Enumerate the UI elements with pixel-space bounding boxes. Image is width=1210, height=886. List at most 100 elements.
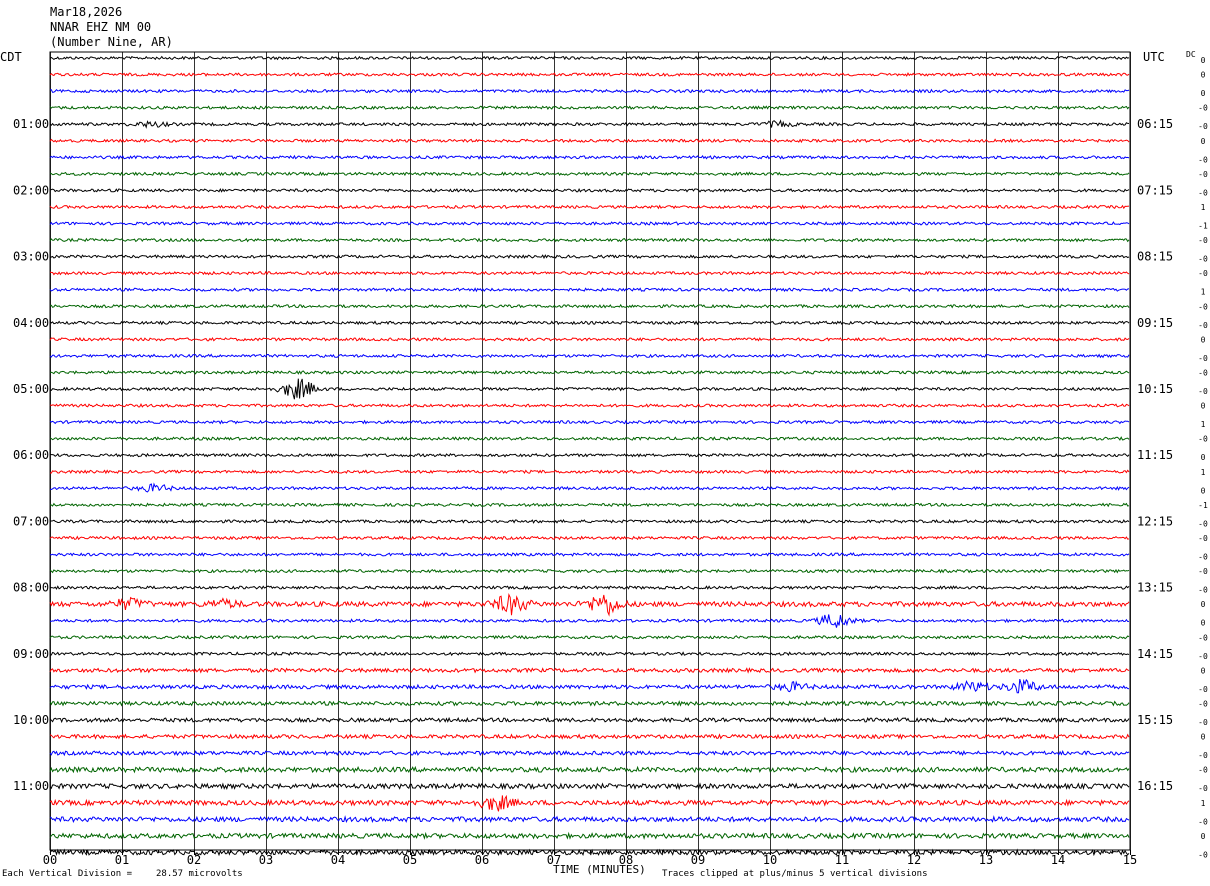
dc-offset-label: -0 xyxy=(1198,269,1208,278)
dc-offset-label: 0 xyxy=(1201,402,1206,411)
seismic-trace xyxy=(49,221,1130,226)
x-tick-label: 08 xyxy=(619,853,633,867)
dc-offset-label: -0 xyxy=(1198,685,1208,694)
right-hour-label: 16:15 xyxy=(1137,779,1173,793)
seismic-trace xyxy=(49,378,1130,400)
right-hour-label: 08:15 xyxy=(1137,250,1173,264)
x-tick-label: 01 xyxy=(115,853,129,867)
right-hour-label: 06:15 xyxy=(1137,117,1173,131)
seismic-trace xyxy=(49,403,1130,408)
dc-offset-label: 0 xyxy=(1201,600,1206,609)
seismic-trace xyxy=(49,848,1130,857)
dc-offset-label: -0 xyxy=(1198,567,1208,576)
seismic-trace xyxy=(49,138,1130,144)
dc-offset-label: 0 xyxy=(1201,832,1206,841)
dc-offset-label: 0 xyxy=(1201,733,1206,742)
x-tick-label: 10 xyxy=(763,853,777,867)
dc-offset-label: 1 xyxy=(1201,420,1206,429)
dc-offset-label: -0 xyxy=(1198,553,1208,562)
left-hour-label: 08:00 xyxy=(13,581,49,595)
dc-offset-label: 1 xyxy=(1201,203,1206,212)
grid xyxy=(49,51,1131,855)
seismic-trace xyxy=(49,614,1130,628)
seismic-trace xyxy=(49,72,1130,77)
right-hour-label: 07:15 xyxy=(1137,183,1173,197)
plot-frame xyxy=(49,51,1131,851)
dc-offset-label: -0 xyxy=(1198,255,1208,264)
dc-offset-label: -1 xyxy=(1198,501,1208,510)
dc-offset-label: 0 xyxy=(1201,453,1206,462)
dc-offset-label: -0 xyxy=(1198,170,1208,179)
dc-offset-label: -0 xyxy=(1198,766,1208,775)
dc-offset-label: -0 xyxy=(1198,534,1208,543)
dc-offset-label: -0 xyxy=(1198,633,1208,642)
left-hour-label: 01:00 xyxy=(13,117,49,131)
seismic-trace xyxy=(49,651,1130,657)
dc-offset-label: 0 xyxy=(1201,666,1206,675)
seismic-trace xyxy=(49,552,1130,557)
seismic-trace xyxy=(49,254,1130,260)
dc-offset-label: -0 xyxy=(1198,321,1208,330)
dc-offset-label: -0 xyxy=(1198,817,1208,826)
dc-offset-label: 0 xyxy=(1201,486,1206,495)
location-label: (Number Nine, AR) xyxy=(50,35,173,49)
dc-offset-label: 1 xyxy=(1201,799,1206,808)
seismic-trace xyxy=(49,187,1130,193)
seismic-trace xyxy=(49,592,1130,617)
footer-clip-note: Traces clipped at plus/minus 5 vertical … xyxy=(662,869,928,879)
x-tick-label: 11 xyxy=(835,853,849,867)
seismic-trace xyxy=(49,535,1130,541)
x-tick-label: 02 xyxy=(187,853,201,867)
right-hour-label: 15:15 xyxy=(1137,713,1173,727)
seismic-trace xyxy=(49,568,1130,574)
seismic-trace xyxy=(49,782,1130,791)
dc-offset-label: -0 xyxy=(1198,586,1208,595)
dc-offset-label: 0 xyxy=(1201,71,1206,80)
dc-offset-label: -0 xyxy=(1198,652,1208,661)
dc-offset-label: 1 xyxy=(1201,468,1206,477)
x-tick-label: 13 xyxy=(979,853,993,867)
dc-label: DC xyxy=(1186,50,1196,59)
seismic-trace xyxy=(49,154,1130,160)
dc-offset-label: -0 xyxy=(1198,519,1208,528)
seismic-trace xyxy=(49,634,1130,640)
dc-offset-label: 0 xyxy=(1201,89,1206,98)
dc-offset-label: 0 xyxy=(1201,137,1206,146)
dc-offset-label: -0 xyxy=(1198,718,1208,727)
x-axis-title: TIME (MINUTES) xyxy=(553,863,646,876)
dc-offset-label: -0 xyxy=(1198,104,1208,113)
seismic-trace xyxy=(49,369,1130,375)
seismic-trace xyxy=(49,831,1130,840)
x-tick-label: 06 xyxy=(475,853,489,867)
left-hour-label: 10:00 xyxy=(13,713,49,727)
left-hour-label: 05:00 xyxy=(13,382,49,396)
right-timezone-label: UTC xyxy=(1143,50,1165,64)
left-hour-label: 06:00 xyxy=(13,448,49,462)
left-timezone-label: CDT xyxy=(0,50,22,64)
left-hour-label: 07:00 xyxy=(13,514,49,528)
seismic-trace xyxy=(49,353,1130,359)
traces xyxy=(49,55,1130,857)
dc-offset-label: 0 xyxy=(1201,619,1206,628)
seismic-trace xyxy=(49,765,1130,774)
x-tick-label: 12 xyxy=(907,853,921,867)
dc-offset-label: -0 xyxy=(1198,387,1208,396)
seismic-trace xyxy=(49,700,1130,707)
dc-offset-label: -0 xyxy=(1198,751,1208,760)
x-tick-label: 05 xyxy=(403,853,417,867)
date-label: Mar18,2026 xyxy=(50,5,123,19)
footer-division-value: 28.57 microvolts xyxy=(156,869,243,879)
dc-offset-label: -1 xyxy=(1198,222,1208,231)
left-hour-label: 02:00 xyxy=(13,183,49,197)
seismic-trace xyxy=(49,749,1130,757)
dc-offset-label: -0 xyxy=(1198,784,1208,793)
seismic-trace xyxy=(49,667,1130,674)
seismic-trace xyxy=(49,171,1130,177)
seismic-trace xyxy=(49,716,1130,724)
station-label: NNAR EHZ NM 00 xyxy=(50,20,152,34)
seismic-trace xyxy=(49,502,1130,508)
seismic-trace xyxy=(49,119,1130,129)
seismic-trace xyxy=(49,336,1130,342)
seismic-trace xyxy=(49,419,1130,425)
